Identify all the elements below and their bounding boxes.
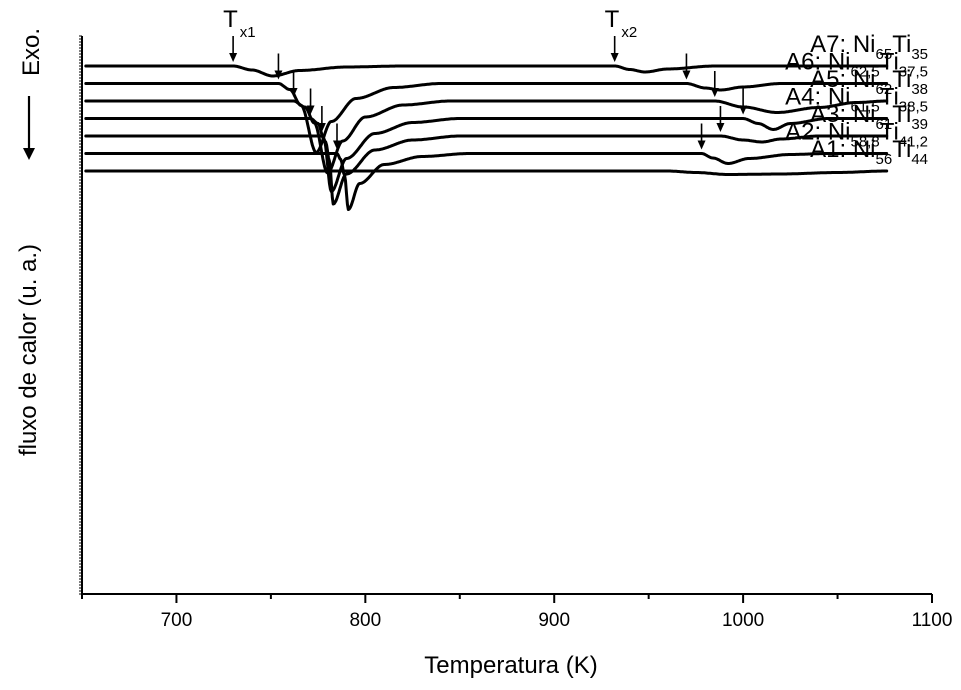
series-line-a3 bbox=[84, 134, 889, 206]
onset-arrow-tx1 bbox=[333, 123, 341, 150]
exo-label: Exo. bbox=[18, 28, 45, 76]
onset-arrow-tx1 bbox=[229, 36, 238, 62]
series-line-a7 bbox=[84, 64, 889, 78]
onset-arrow-tx2 bbox=[739, 88, 748, 115]
series-line-a1 bbox=[84, 169, 889, 176]
onset-arrow-tx1 bbox=[289, 71, 298, 97]
onset-arrow-tx2 bbox=[716, 106, 725, 132]
y-axis-title-group: Exo. fluxo de calor (u. a.) bbox=[15, 28, 45, 456]
curve-label-a1: A1: Ni56Ti44 bbox=[810, 136, 928, 168]
x-tick-label: 700 bbox=[161, 610, 193, 631]
x-tick-label: 900 bbox=[538, 610, 570, 631]
curves bbox=[84, 64, 889, 211]
y-axis-title: fluxo de calor (u. a.) bbox=[15, 244, 42, 456]
curve-label-a3: A3: Ni61Ti39 bbox=[810, 101, 928, 133]
series-line-a6 bbox=[84, 82, 889, 154]
onset-arrow-tx1 bbox=[317, 106, 326, 132]
onset-arrow-tx2 bbox=[610, 36, 619, 62]
x-tick-label: 1000 bbox=[722, 610, 764, 631]
series-line-a4 bbox=[84, 117, 889, 193]
axes: 700 800 900 1000 1100 bbox=[79, 35, 953, 631]
x-tick-label: 1100 bbox=[912, 610, 953, 631]
onset-arrow-tx1 bbox=[274, 53, 283, 80]
onset-arrow-tx2 bbox=[710, 71, 719, 97]
curve-label-a7: A7: Ni65Ti35 bbox=[810, 31, 928, 63]
curve-label-a4: A4: Ni61,5Ti38,5 bbox=[785, 84, 928, 116]
exo-arrow bbox=[23, 96, 35, 160]
x-tick-label: 800 bbox=[349, 610, 381, 631]
onset-arrow-tx2 bbox=[682, 53, 691, 80]
curve-label-a5: A5: Ni62Ti38 bbox=[810, 66, 928, 98]
onset-arrow-tx2 bbox=[697, 123, 706, 150]
x-axis-title: Temperatura (K) bbox=[424, 652, 597, 679]
series-line-a5 bbox=[84, 99, 889, 175]
series-line-a2 bbox=[84, 152, 889, 211]
onset-arrow-tx1 bbox=[306, 88, 315, 115]
onset-arrows bbox=[229, 36, 748, 150]
curve-label-a2: A2: Ni58,8Ti41,2 bbox=[785, 119, 928, 151]
curve-label-a6: A6: Ni62,5Ti37,5 bbox=[785, 49, 928, 81]
